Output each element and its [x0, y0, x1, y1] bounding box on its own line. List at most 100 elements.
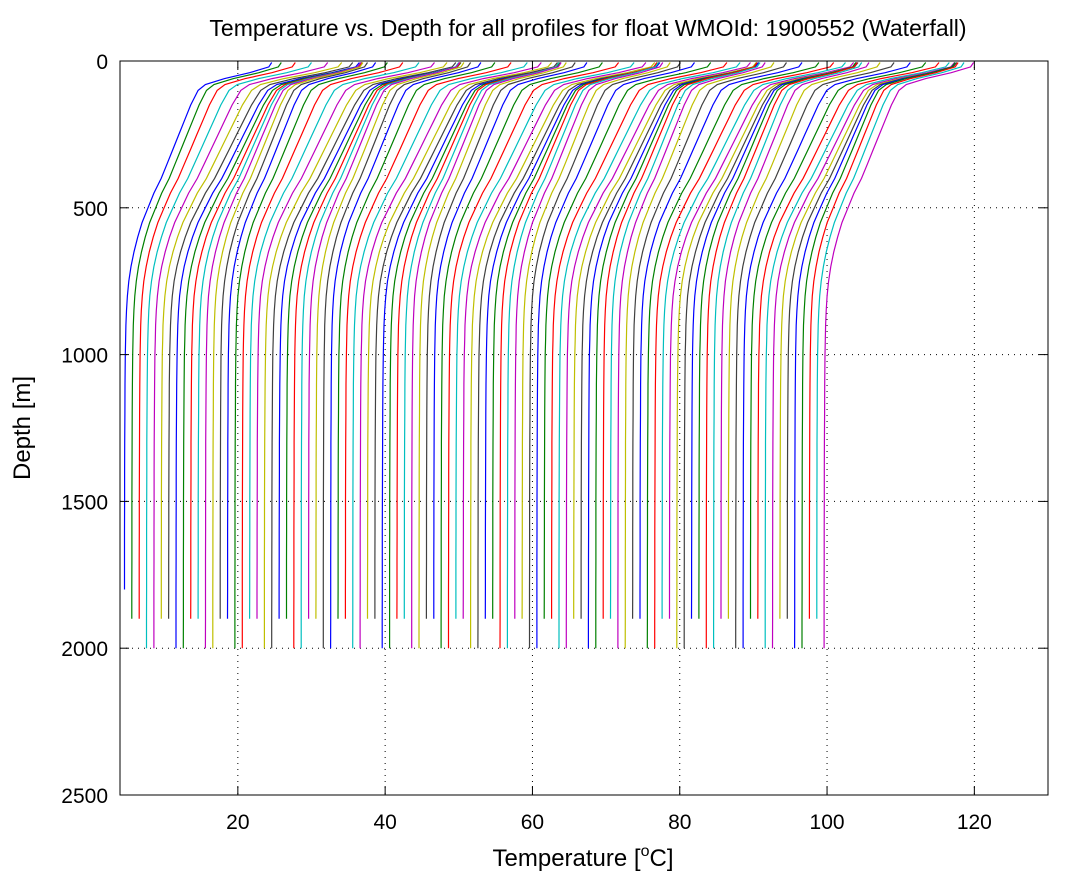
- temperature-profile-line: [308, 62, 460, 619]
- temperature-profile-line: [823, 62, 975, 649]
- temperature-profile-line: [175, 62, 360, 649]
- temperature-profile-line: [771, 62, 955, 649]
- x-axis-label-superscript: o: [641, 843, 650, 860]
- y-axis-label: Depth [m]: [9, 376, 36, 480]
- temperature-profile-line: [168, 62, 354, 619]
- x-axis-label: Temperature [oC]: [493, 843, 674, 872]
- x-tick-label: 60: [521, 811, 544, 834]
- temperature-profile-line: [698, 62, 857, 619]
- temperature-profile-line: [624, 62, 775, 649]
- temperature-profile-line: [580, 62, 760, 619]
- temperature-profile-line: [720, 62, 870, 619]
- temperature-profile-line: [816, 62, 965, 619]
- y-tick-label: 2500: [61, 785, 108, 808]
- temperature-profile-line: [506, 62, 659, 649]
- temperature-profile-line: [808, 62, 959, 619]
- temperature-profile-line: [204, 62, 362, 649]
- temperature-profile-line: [543, 62, 712, 619]
- temperature-profile-line: [477, 62, 660, 649]
- y-tick-label: 2000: [61, 638, 108, 661]
- temperature-profile-line: [499, 62, 658, 649]
- temperature-profile-line: [595, 62, 758, 649]
- temperature-profile-line: [131, 62, 282, 619]
- temperature-profile-line: [565, 62, 751, 649]
- temperature-profile-line: [735, 62, 895, 649]
- temperature-profile-line: [521, 62, 671, 619]
- temperature-profile-line: [411, 62, 562, 649]
- temperature-profile-line: [234, 62, 388, 649]
- y-tick-label: 0: [96, 51, 108, 74]
- temperature-profile-line: [676, 62, 858, 649]
- temperature-profile-line: [639, 62, 803, 619]
- temperature-profile-line: [440, 62, 603, 649]
- temperature-profile-line: [793, 62, 956, 649]
- temperature-profile-line: [757, 62, 940, 619]
- temperature-profile-line: [727, 62, 881, 619]
- temperature-profile-line: [654, 62, 835, 649]
- temperature-profile-line: [617, 62, 766, 649]
- profile-lines: [123, 62, 975, 649]
- temperature-profile-line: [153, 62, 329, 649]
- temperature-profile-line: [322, 62, 472, 649]
- temperature-profile-line: [352, 62, 528, 649]
- temperature-profile-line: [558, 62, 741, 649]
- temperature-profile-line: [271, 62, 457, 649]
- temperature-profile-line: [749, 62, 927, 619]
- temperature-profile-line: [330, 62, 482, 649]
- temperature-profile-line: [631, 62, 787, 619]
- temperature-profile-line: [293, 62, 461, 649]
- temperature-profile-line: [455, 62, 635, 619]
- temperature-profile-line: [197, 62, 362, 619]
- x-tick-label: 40: [373, 811, 396, 834]
- temperature-profile-line: [690, 62, 857, 619]
- temperature-profile-line: [550, 62, 728, 619]
- temperature-profile-line: [661, 62, 846, 619]
- temperature-profile-line: [514, 62, 664, 619]
- x-axis-label-unit: C]: [649, 845, 673, 872]
- x-tick-label: 20: [226, 811, 249, 834]
- x-tick-label: 80: [668, 811, 691, 834]
- temperature-profile-line: [573, 62, 757, 619]
- x-tick-labels: 20 40 60 80 100 120: [226, 811, 992, 834]
- grid-lines: [120, 61, 1048, 795]
- temperature-profile-line: [190, 62, 363, 619]
- temperature-profile-line: [705, 62, 858, 649]
- temperature-profile-line: [256, 62, 435, 619]
- temperature-profile-line: [160, 62, 343, 619]
- temperature-profile-line: [646, 62, 820, 649]
- axis-ticks: [120, 60, 1048, 796]
- temperature-profile-line: [381, 62, 561, 649]
- temperature-profile-line: [278, 62, 461, 619]
- temperature-profile-line: [359, 62, 542, 649]
- temperature-profile-line: [492, 62, 659, 619]
- temperature-profile-line: [249, 62, 420, 619]
- temperature-profile-line: [764, 62, 950, 649]
- temperature-profile-line: [609, 62, 761, 619]
- y-tick-labels: 0 500 1000 1500 2000 2500: [61, 51, 108, 808]
- temperature-profile-line: [433, 62, 588, 619]
- temperature-profile-line: [182, 62, 363, 649]
- plot-frame: [119, 60, 1049, 796]
- temperature-profile-line: [462, 62, 647, 619]
- temperature-profile-line: [344, 62, 512, 619]
- temperature-profile-line: [801, 62, 956, 649]
- temperature-profile-line: [528, 62, 681, 649]
- temperature-profile-line: [536, 62, 695, 649]
- temperature-profile-line: [263, 62, 448, 649]
- temperature-profile-line: [219, 62, 368, 619]
- temperature-profile-line: [683, 62, 859, 649]
- temperature-profile-line: [470, 62, 656, 649]
- temperature-profile-line: [779, 62, 958, 619]
- temperature-profile-line: [366, 62, 553, 619]
- temperature-profile-line: [786, 62, 958, 619]
- temperature-profile-line: [484, 62, 661, 619]
- temperature-profile-line: [425, 62, 576, 619]
- y-tick-label: 500: [73, 198, 108, 221]
- temperature-profile-line: [226, 62, 377, 619]
- temperature-profile-line: [602, 62, 758, 619]
- temperature-profile-line: [300, 62, 460, 649]
- temperature-profile-line: [389, 62, 561, 649]
- x-tick-label: 100: [810, 811, 845, 834]
- y-tick-label: 1000: [61, 345, 108, 368]
